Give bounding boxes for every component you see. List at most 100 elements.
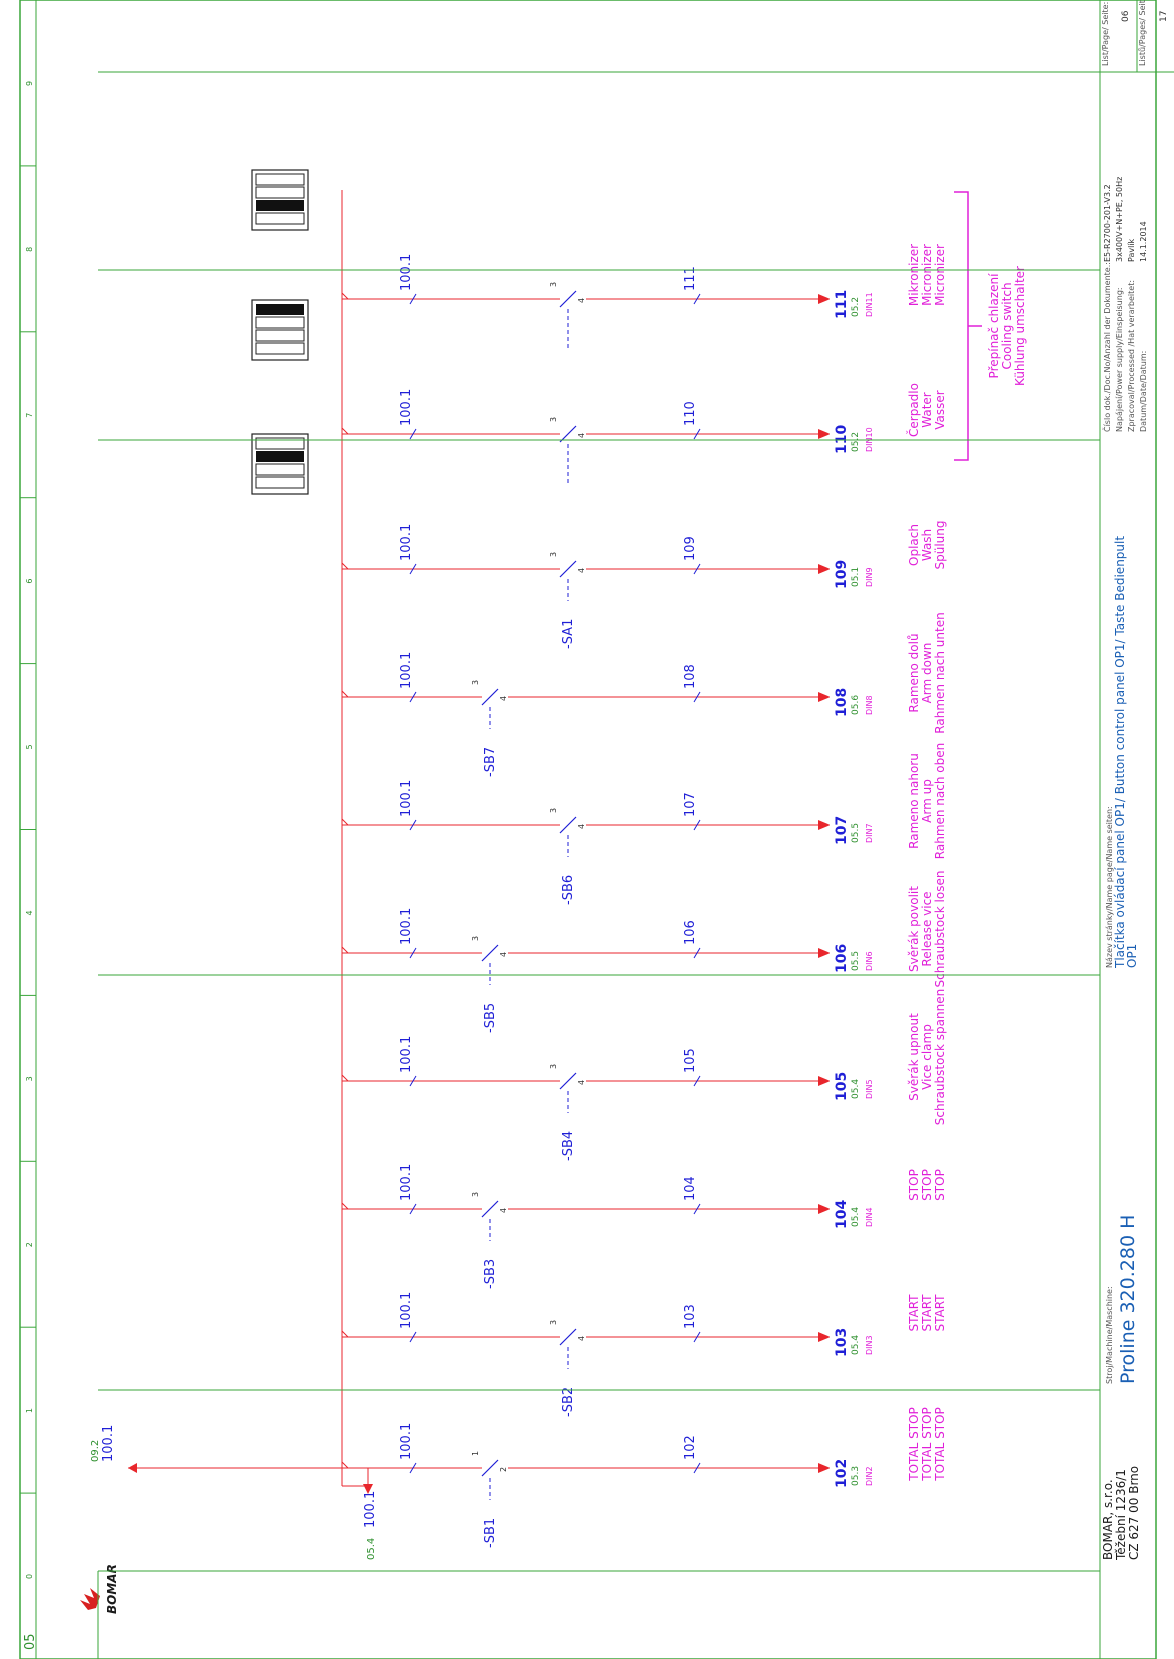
terminal-1: 3: [549, 417, 558, 422]
wire-label-in: 100.1: [399, 524, 414, 561]
grid-number: 9: [25, 81, 34, 86]
description-line: Čerpadlo: [906, 383, 921, 437]
title-row-caption: Napájení/Power supply/Einspeisung:: [1115, 287, 1124, 432]
wire-tick: [409, 293, 417, 305]
sheet-frame: [19, 0, 1157, 1659]
output-arrow: [818, 1332, 830, 1342]
wire-label-in: 100.1: [399, 1292, 414, 1329]
page-name-2: OP1: [1125, 944, 1139, 968]
wire-tick: [409, 1203, 417, 1215]
output-ref: 05.2: [851, 432, 861, 452]
wire-label-in: 100.1: [399, 908, 414, 945]
output-number: 108: [834, 688, 850, 717]
bus-junction: [341, 427, 349, 435]
description-line: Spülung: [933, 520, 947, 569]
wire-label-in: 100.1: [399, 780, 414, 817]
output-number: 106: [834, 944, 850, 973]
contact-gap: [482, 696, 508, 698]
output-number: 104: [834, 1200, 850, 1229]
title-row-value: Pavlík: [1127, 238, 1136, 262]
grid-number: 5: [25, 744, 34, 749]
wire-label-in: 100.1: [399, 254, 414, 291]
wire-tick: [693, 1462, 701, 1474]
output-arrow: [818, 692, 830, 702]
title-row-value: 14.1.2014: [1139, 221, 1148, 262]
grid-number: 6: [25, 579, 34, 584]
wire-label-out: 107: [683, 792, 698, 817]
title-row-value: 3x400V+N+PE, 50Hz: [1115, 177, 1124, 262]
output-ref: 05.1: [851, 567, 861, 587]
supply-out-arrow: [363, 1484, 373, 1494]
page-name: Tlačítka ovládací panel OP1/ Button cont…: [1113, 536, 1127, 969]
title-block: [97, 0, 1174, 1659]
cooling-switch-label: Přepínač chlazení Cooling switch Kühlung…: [987, 266, 1027, 386]
bus-junction: [341, 1202, 349, 1210]
output-ref: 05.5: [851, 823, 861, 843]
description-line: Micronizer: [920, 244, 934, 306]
output-din: DIN9: [865, 567, 874, 587]
output-din: DIN11: [865, 292, 874, 317]
output-ref: 05.4: [851, 1207, 861, 1227]
terminal-2: 4: [577, 1336, 586, 1341]
contact-blade: [559, 1328, 577, 1346]
svg-text:CZ 627 00 Brno: CZ 627 00 Brno: [1127, 1466, 1141, 1560]
terminal-2: 4: [577, 298, 586, 303]
wire-tick: [409, 1331, 417, 1343]
circuit-description: Rameno dolů Arm down Rahmen nach unten: [907, 612, 947, 733]
description-line: TOTAL STOP: [933, 1407, 947, 1482]
bus-junction: [341, 946, 349, 954]
output-number: 103: [834, 1328, 850, 1357]
page-caption: List/Page/ Seite:: [1101, 2, 1110, 66]
svg-text:BOMAR, s.r.o.: BOMAR, s.r.o.: [1101, 1479, 1115, 1560]
description-line: Arm down: [920, 643, 934, 704]
description-line: Mikronizer: [907, 244, 921, 306]
wire-tick: [409, 1462, 417, 1474]
contact-gap: [560, 1080, 586, 1082]
selector-indicator-micronizer: [251, 169, 309, 231]
wire-label-out: 102: [683, 1435, 698, 1460]
description-line: Wash: [920, 529, 934, 561]
circuit-description: Mikronizer Micronizer Micronizer: [907, 244, 947, 306]
terminal-2: 4: [577, 568, 586, 573]
supply-in-label: 100.1: [101, 1425, 116, 1462]
bus-junction: [341, 1330, 349, 1338]
contact-gap: [560, 1336, 586, 1338]
wire-label-out: 111: [683, 266, 698, 291]
description-line: Schraubstock losen: [933, 871, 947, 988]
title-row-caption: Zpracoval/Processed /Hat verarbeitet:: [1127, 280, 1136, 432]
description-line: TOTAL STOP: [920, 1407, 934, 1482]
terminal-2: 2: [499, 1467, 508, 1472]
svg-text:Kühlung umschalter: Kühlung umschalter: [1013, 266, 1027, 386]
sheet-number: 05: [23, 1633, 38, 1650]
terminal-1: 3: [471, 680, 480, 685]
output-arrow: [818, 429, 830, 439]
wire-tick: [693, 1331, 701, 1343]
description-line: STOP: [933, 1169, 947, 1201]
output-number: 109: [834, 560, 850, 589]
output-ref: 05.5: [851, 951, 861, 971]
terminal-1: 1: [471, 1451, 480, 1456]
supply-in-ref: 09.2: [90, 1440, 101, 1462]
terminal-1: 3: [549, 282, 558, 287]
pages-value: 17: [1159, 11, 1169, 22]
terminal-1: 3: [549, 552, 558, 557]
pages-caption: Listů/Pages/ Seiten:: [1137, 0, 1147, 66]
wire-label-in: 100.1: [399, 652, 414, 689]
device-tag: -SB7: [483, 747, 498, 777]
svg-text:Těžební 1236/1: Těžební 1236/1: [1114, 1469, 1128, 1561]
description-line: START: [920, 1294, 934, 1332]
description-line: STOP: [907, 1169, 921, 1201]
wire-label-in: 100.1: [399, 1036, 414, 1073]
wire-label-in: 100.1: [399, 1164, 414, 1201]
bus-junction: [341, 562, 349, 570]
wire-tick: [409, 563, 417, 575]
title-row-caption: Datum/Date/Datum:: [1139, 351, 1148, 432]
wire-tick: [409, 819, 417, 831]
contact-blade: [481, 1200, 499, 1218]
